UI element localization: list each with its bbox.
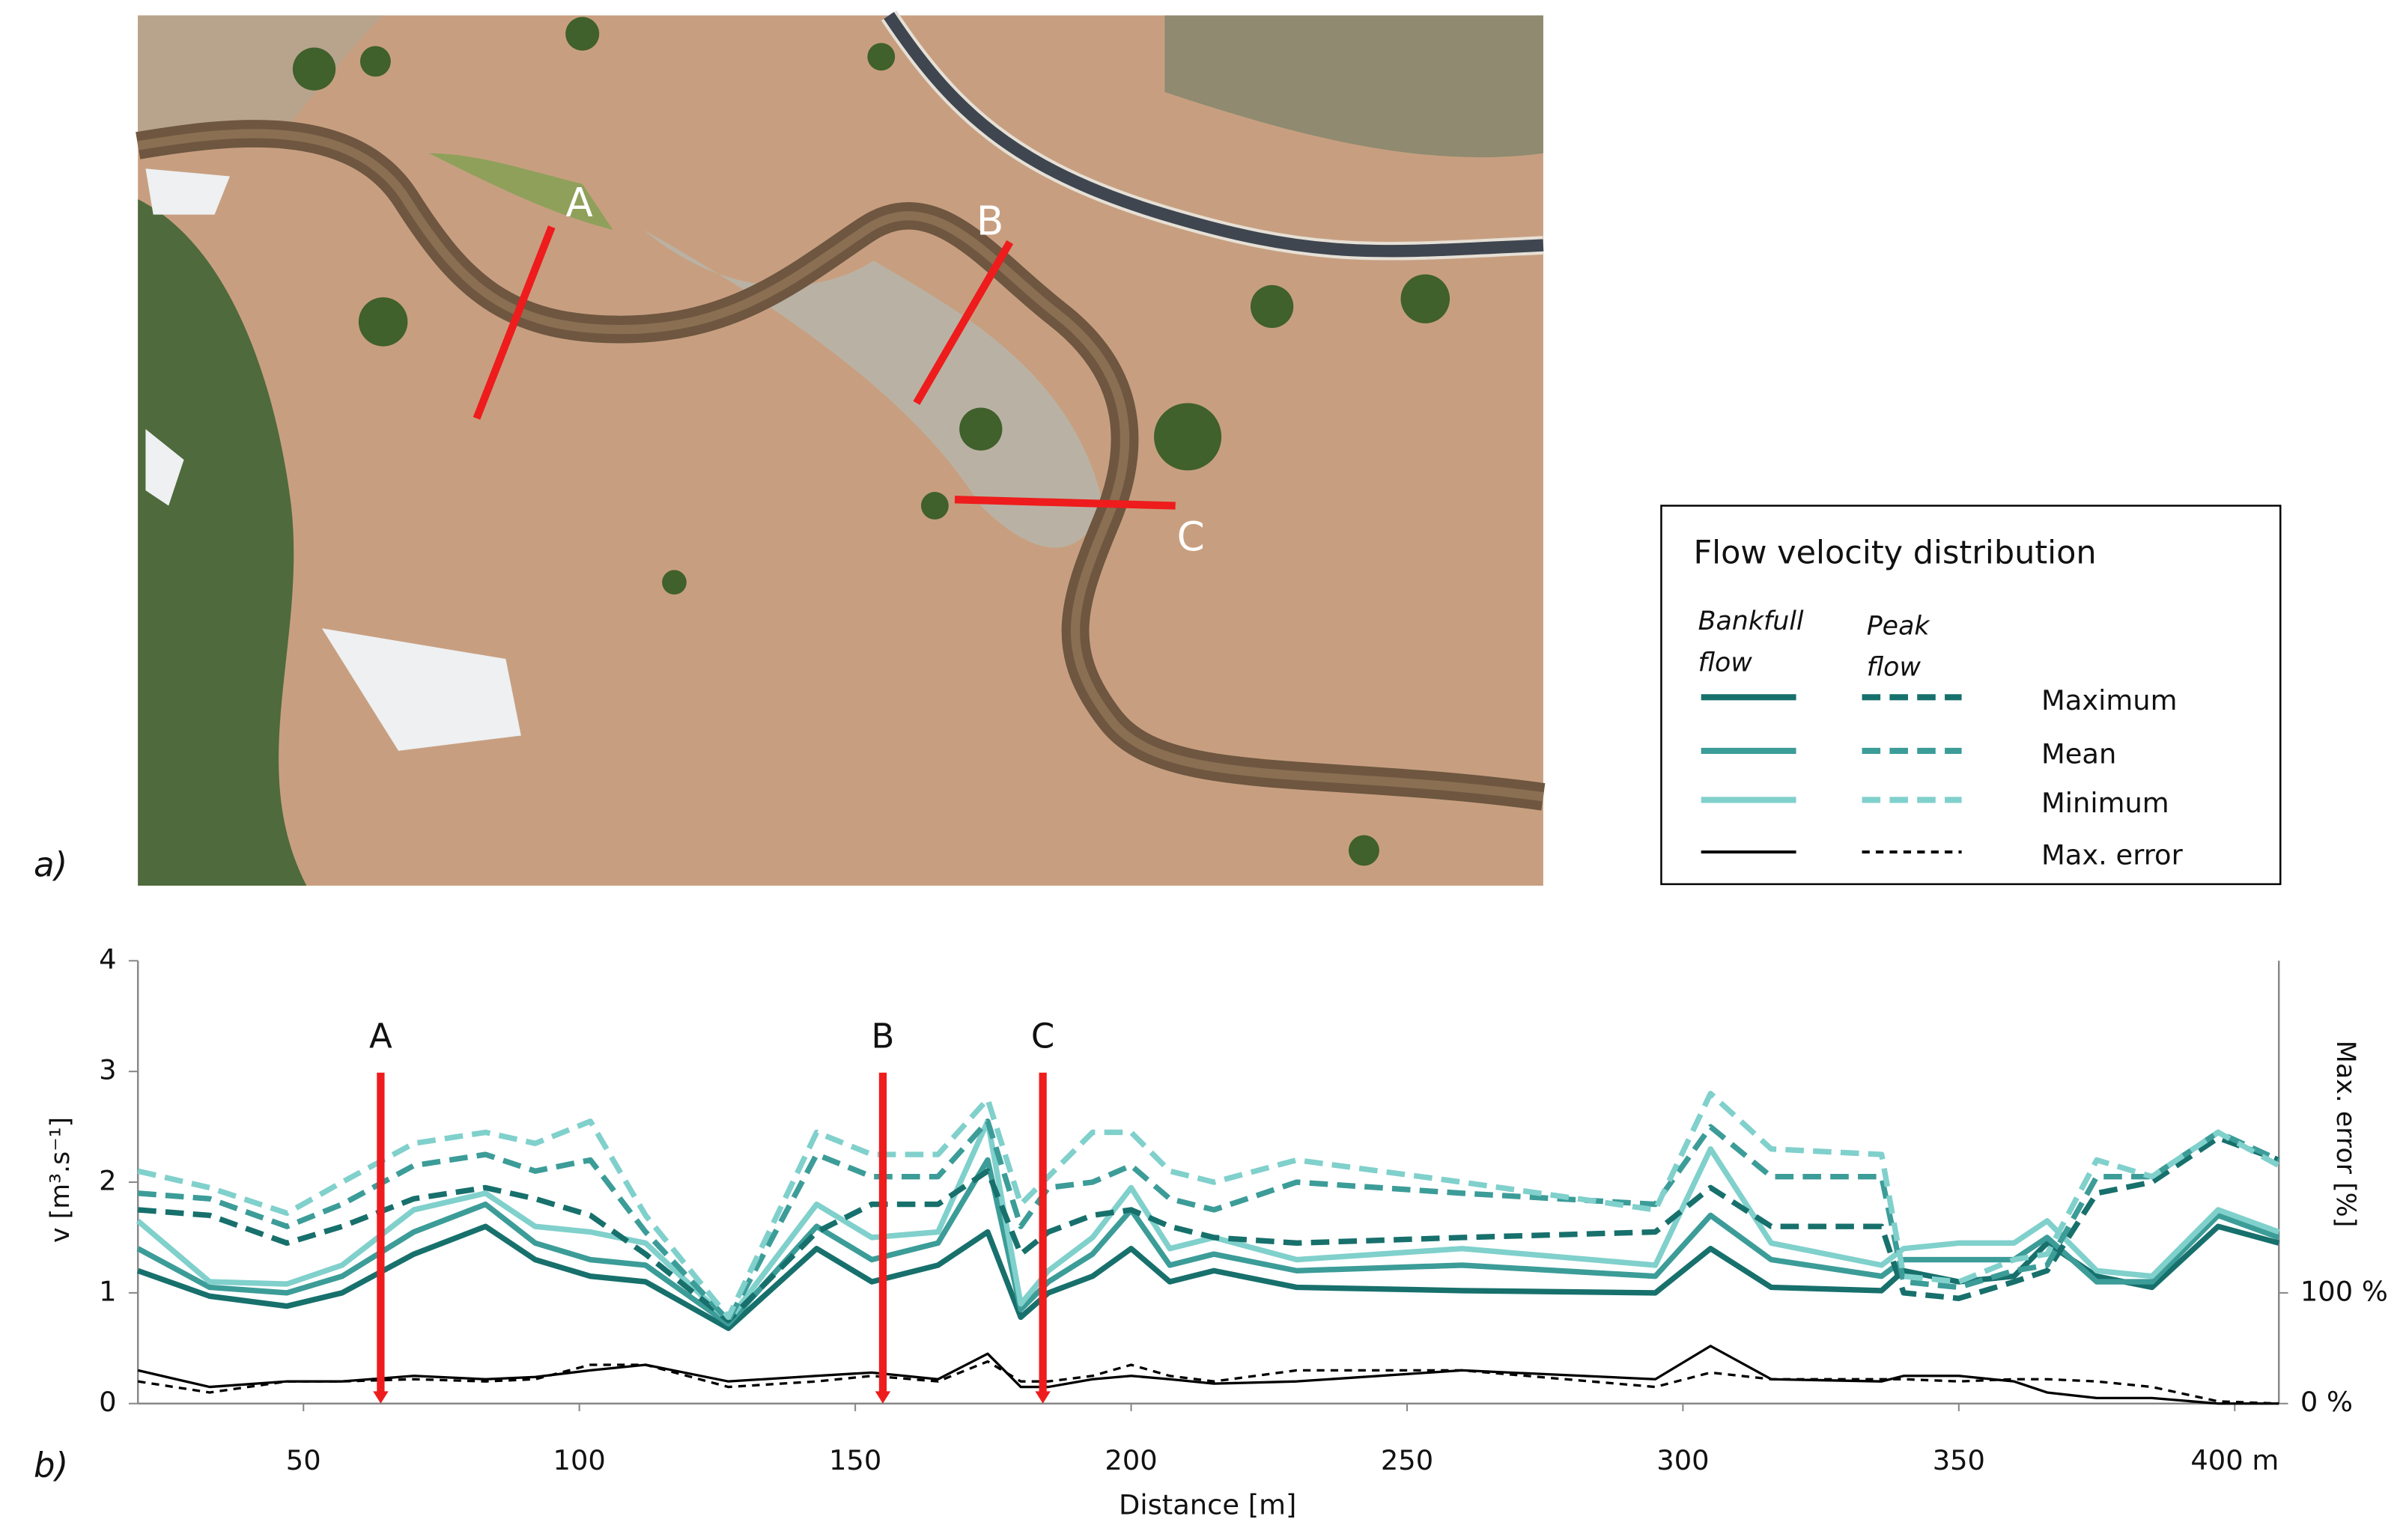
river [137, 129, 1544, 802]
photo-label: C [1177, 514, 1205, 560]
section-marker-label: A [369, 1017, 392, 1056]
aerial-photo: A B C [136, 10, 1546, 886]
x-tick-label: 100 [553, 1444, 606, 1476]
meadow [429, 153, 613, 231]
x-tick-label: 250 [1381, 1444, 1433, 1476]
y-axis-title: v [m³.s⁻¹] [46, 1117, 76, 1243]
data-line [136, 1119, 2280, 1324]
cross-section [913, 240, 1014, 405]
forest [1164, 15, 1543, 158]
x-tick-label: 150 [829, 1444, 881, 1476]
snow [145, 168, 521, 751]
data-line [137, 1360, 2279, 1405]
legend-column-header: Bankfull flow [1698, 606, 1804, 679]
data-line [137, 1135, 2280, 1324]
data-line [136, 1157, 2280, 1327]
data-line [137, 1119, 2280, 1324]
y-tick-label: 2 [99, 1165, 116, 1197]
x-tick-label: 200 [1105, 1444, 1157, 1476]
cross-section [473, 225, 556, 420]
legend-title: Flow velocity distribution [1693, 534, 2096, 571]
section-marker-arrow [875, 1391, 891, 1404]
x-tick-label: 50 [286, 1444, 321, 1476]
y2-axis-title: Max. error [%] [2330, 1041, 2360, 1227]
terrain [138, 15, 383, 139]
legend-header: Bankfull flow [1698, 606, 1804, 679]
gravel-bar [643, 230, 1104, 548]
y-tick-label: 3 [99, 1054, 116, 1086]
legend-label: Minimum [2041, 787, 2169, 819]
data-line [137, 1345, 2279, 1405]
section-marker-label: C [1031, 1017, 1054, 1056]
data-line [137, 1091, 2280, 1321]
legend-label: Max. error [2041, 839, 2184, 871]
section-marker-arrow [373, 1391, 389, 1404]
section-marker-label: B [872, 1017, 895, 1056]
forest [138, 199, 307, 886]
trees [292, 16, 1450, 866]
photo-label: A [565, 180, 592, 226]
data-line [136, 1223, 2280, 1331]
legend-label: Mean [2041, 738, 2116, 770]
legend-header: Peak flow [1866, 611, 1930, 684]
cross-section [954, 496, 1176, 510]
y2-tick-label: 100 % [2300, 1275, 2388, 1307]
photo-label: B [976, 198, 1004, 245]
panel-label: b) [34, 1446, 68, 1485]
x-tick-label: 300 [1656, 1444, 1709, 1476]
section-marker-arrow [1035, 1391, 1051, 1404]
panel-label: a) [34, 844, 67, 884]
x-tick-label: 400 m [2190, 1444, 2279, 1476]
x-axis-title: Distance [m] [1119, 1488, 1296, 1521]
y-tick-label: 0 [99, 1386, 116, 1418]
x-tick-label: 350 [1933, 1444, 1985, 1476]
legend-label: Maximum [2041, 684, 2177, 716]
road [884, 12, 1544, 258]
y2-tick-label: 0 % [2300, 1386, 2353, 1418]
legend-column-header: Peak flow [1866, 611, 1930, 684]
y-tick-label: 1 [99, 1275, 116, 1307]
y-tick-label: 4 [99, 943, 116, 976]
